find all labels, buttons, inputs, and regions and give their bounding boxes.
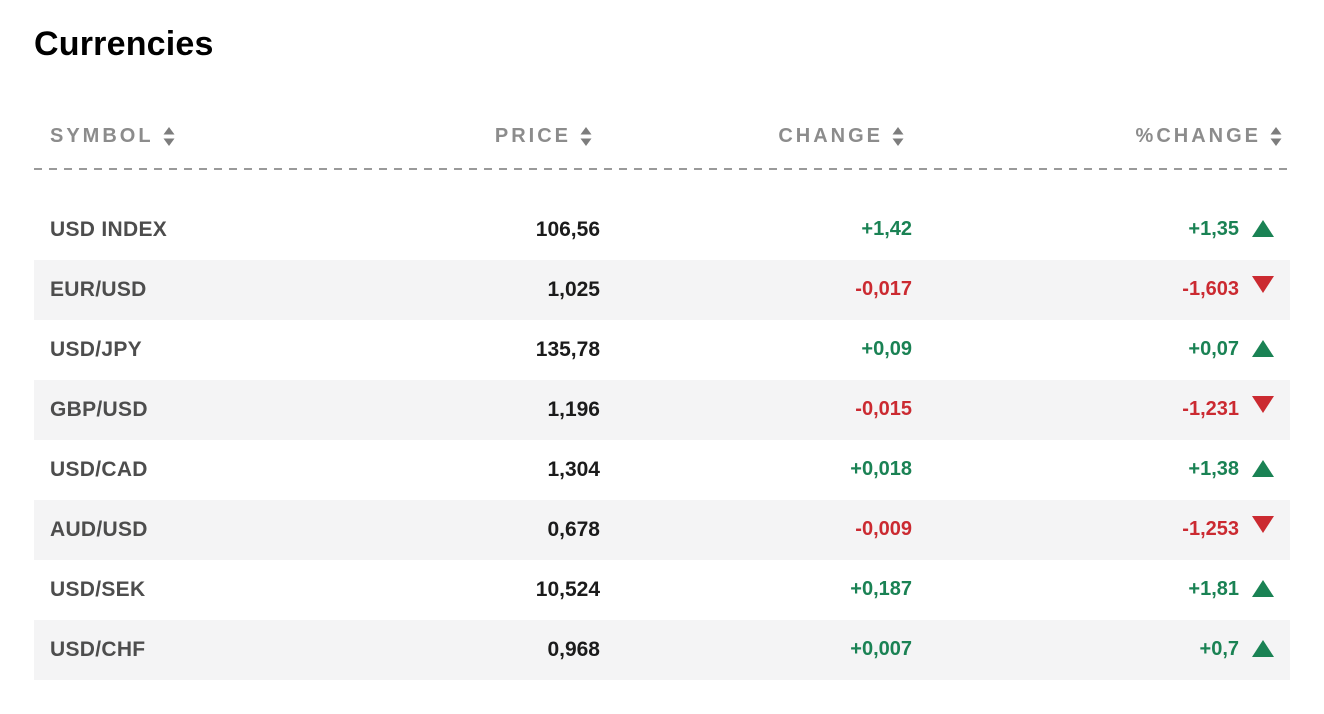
table-row: USD/CHF 0,968 +0,007 +0,7 (34, 619, 1290, 680)
symbol-link[interactable]: AUD/USD (50, 517, 148, 541)
table-row: AUD/USD 0,678 -0,009 -1,253 (34, 499, 1290, 560)
symbol-link[interactable]: USD/CAD (50, 457, 148, 481)
change-cell: +1,42 (861, 218, 912, 241)
table-row: USD INDEX 106,56 +1,42 +1,35 (34, 200, 1290, 260)
triangle-down-icon (1252, 276, 1274, 294)
currencies-widget: Currencies SYMBOL PRICE CHANGE %CHANGE U… (34, 25, 1290, 680)
price-cell: 1,304 (547, 457, 600, 481)
header-cell-symbol[interactable]: SYMBOL (34, 125, 334, 148)
triangle-down-icon (1252, 396, 1274, 414)
header-label-change: CHANGE (778, 124, 883, 147)
price-cell: 1,025 (547, 277, 600, 301)
price-cell: 10,524 (535, 577, 600, 601)
change-cell: +0,018 (850, 458, 912, 481)
currencies-table: USD INDEX 106,56 +1,42 +1,35 EUR/USD 1,0… (34, 200, 1290, 680)
pct-change-value: +1,35 (1188, 218, 1239, 241)
table-row: EUR/USD 1,025 -0,017 -1,603 (34, 259, 1290, 320)
header-cell-change[interactable]: CHANGE (600, 125, 912, 148)
change-cell: +0,007 (850, 638, 912, 661)
price-cell: 106,56 (535, 217, 600, 241)
triangle-up-icon (1252, 220, 1274, 238)
change-cell: +0,187 (850, 578, 912, 601)
pct-change-value: +0,7 (1199, 638, 1239, 661)
change-cell: -0,017 (855, 278, 912, 301)
sort-arrows-icon (892, 126, 904, 146)
table-row: USD/SEK 10,524 +0,187 +1,81 (34, 560, 1290, 620)
symbol-link[interactable]: USD/JPY (50, 337, 142, 361)
triangle-up-icon (1252, 460, 1274, 478)
triangle-down-icon (1252, 516, 1274, 534)
pct-change-cell: +1,35 (912, 218, 1290, 241)
pct-change-cell: -1,231 (912, 396, 1290, 421)
pct-change-value: +0,07 (1188, 338, 1239, 361)
table-row: GBP/USD 1,196 -0,015 -1,231 (34, 379, 1290, 440)
table-row: USD/CAD 1,304 +0,018 +1,38 (34, 440, 1290, 500)
pct-change-value: +1,81 (1188, 578, 1239, 601)
symbol-link[interactable]: GBP/USD (50, 397, 148, 421)
sort-arrows-icon (580, 126, 592, 146)
change-cell: -0,009 (855, 518, 912, 541)
pct-change-cell: +1,81 (912, 578, 1290, 601)
symbol-link[interactable]: USD/CHF (50, 637, 146, 661)
page-title: Currencies (34, 25, 214, 63)
sort-arrows-icon (163, 126, 175, 146)
price-cell: 0,968 (547, 637, 600, 661)
header-cell-price[interactable]: PRICE (334, 125, 600, 148)
symbol-link[interactable]: EUR/USD (50, 277, 147, 301)
symbol-link[interactable]: USD INDEX (50, 217, 168, 241)
pct-change-value: +1,38 (1188, 458, 1239, 481)
price-cell: 0,678 (547, 517, 600, 541)
table-header-row: SYMBOL PRICE CHANGE %CHANGE (34, 125, 1290, 168)
symbol-link[interactable]: USD/SEK (50, 577, 146, 601)
pct-change-value: -1,253 (1182, 518, 1239, 541)
pct-change-cell: -1,253 (912, 516, 1290, 541)
header-label-symbol: SYMBOL (50, 124, 154, 147)
triangle-up-icon (1252, 580, 1274, 598)
header-label-price: PRICE (494, 124, 571, 147)
sort-arrows-icon (1270, 126, 1282, 146)
pct-change-value: -1,231 (1182, 398, 1239, 421)
change-cell: -0,015 (855, 398, 912, 421)
pct-change-cell: +1,38 (912, 458, 1290, 481)
pct-change-cell: +0,7 (912, 638, 1290, 661)
triangle-up-icon (1252, 340, 1274, 358)
table-row: USD/JPY 135,78 +0,09 +0,07 (34, 320, 1290, 380)
triangle-up-icon (1252, 640, 1274, 658)
header-label-pct-change: %CHANGE (1135, 124, 1261, 147)
pct-change-value: -1,603 (1182, 278, 1239, 301)
header-cell-pct-change[interactable]: %CHANGE (912, 125, 1290, 148)
price-cell: 1,196 (547, 397, 600, 421)
change-cell: +0,09 (861, 338, 912, 361)
dashed-divider (34, 167, 1290, 170)
pct-change-cell: +0,07 (912, 338, 1290, 361)
price-cell: 135,78 (535, 337, 600, 361)
pct-change-cell: -1,603 (912, 276, 1290, 301)
